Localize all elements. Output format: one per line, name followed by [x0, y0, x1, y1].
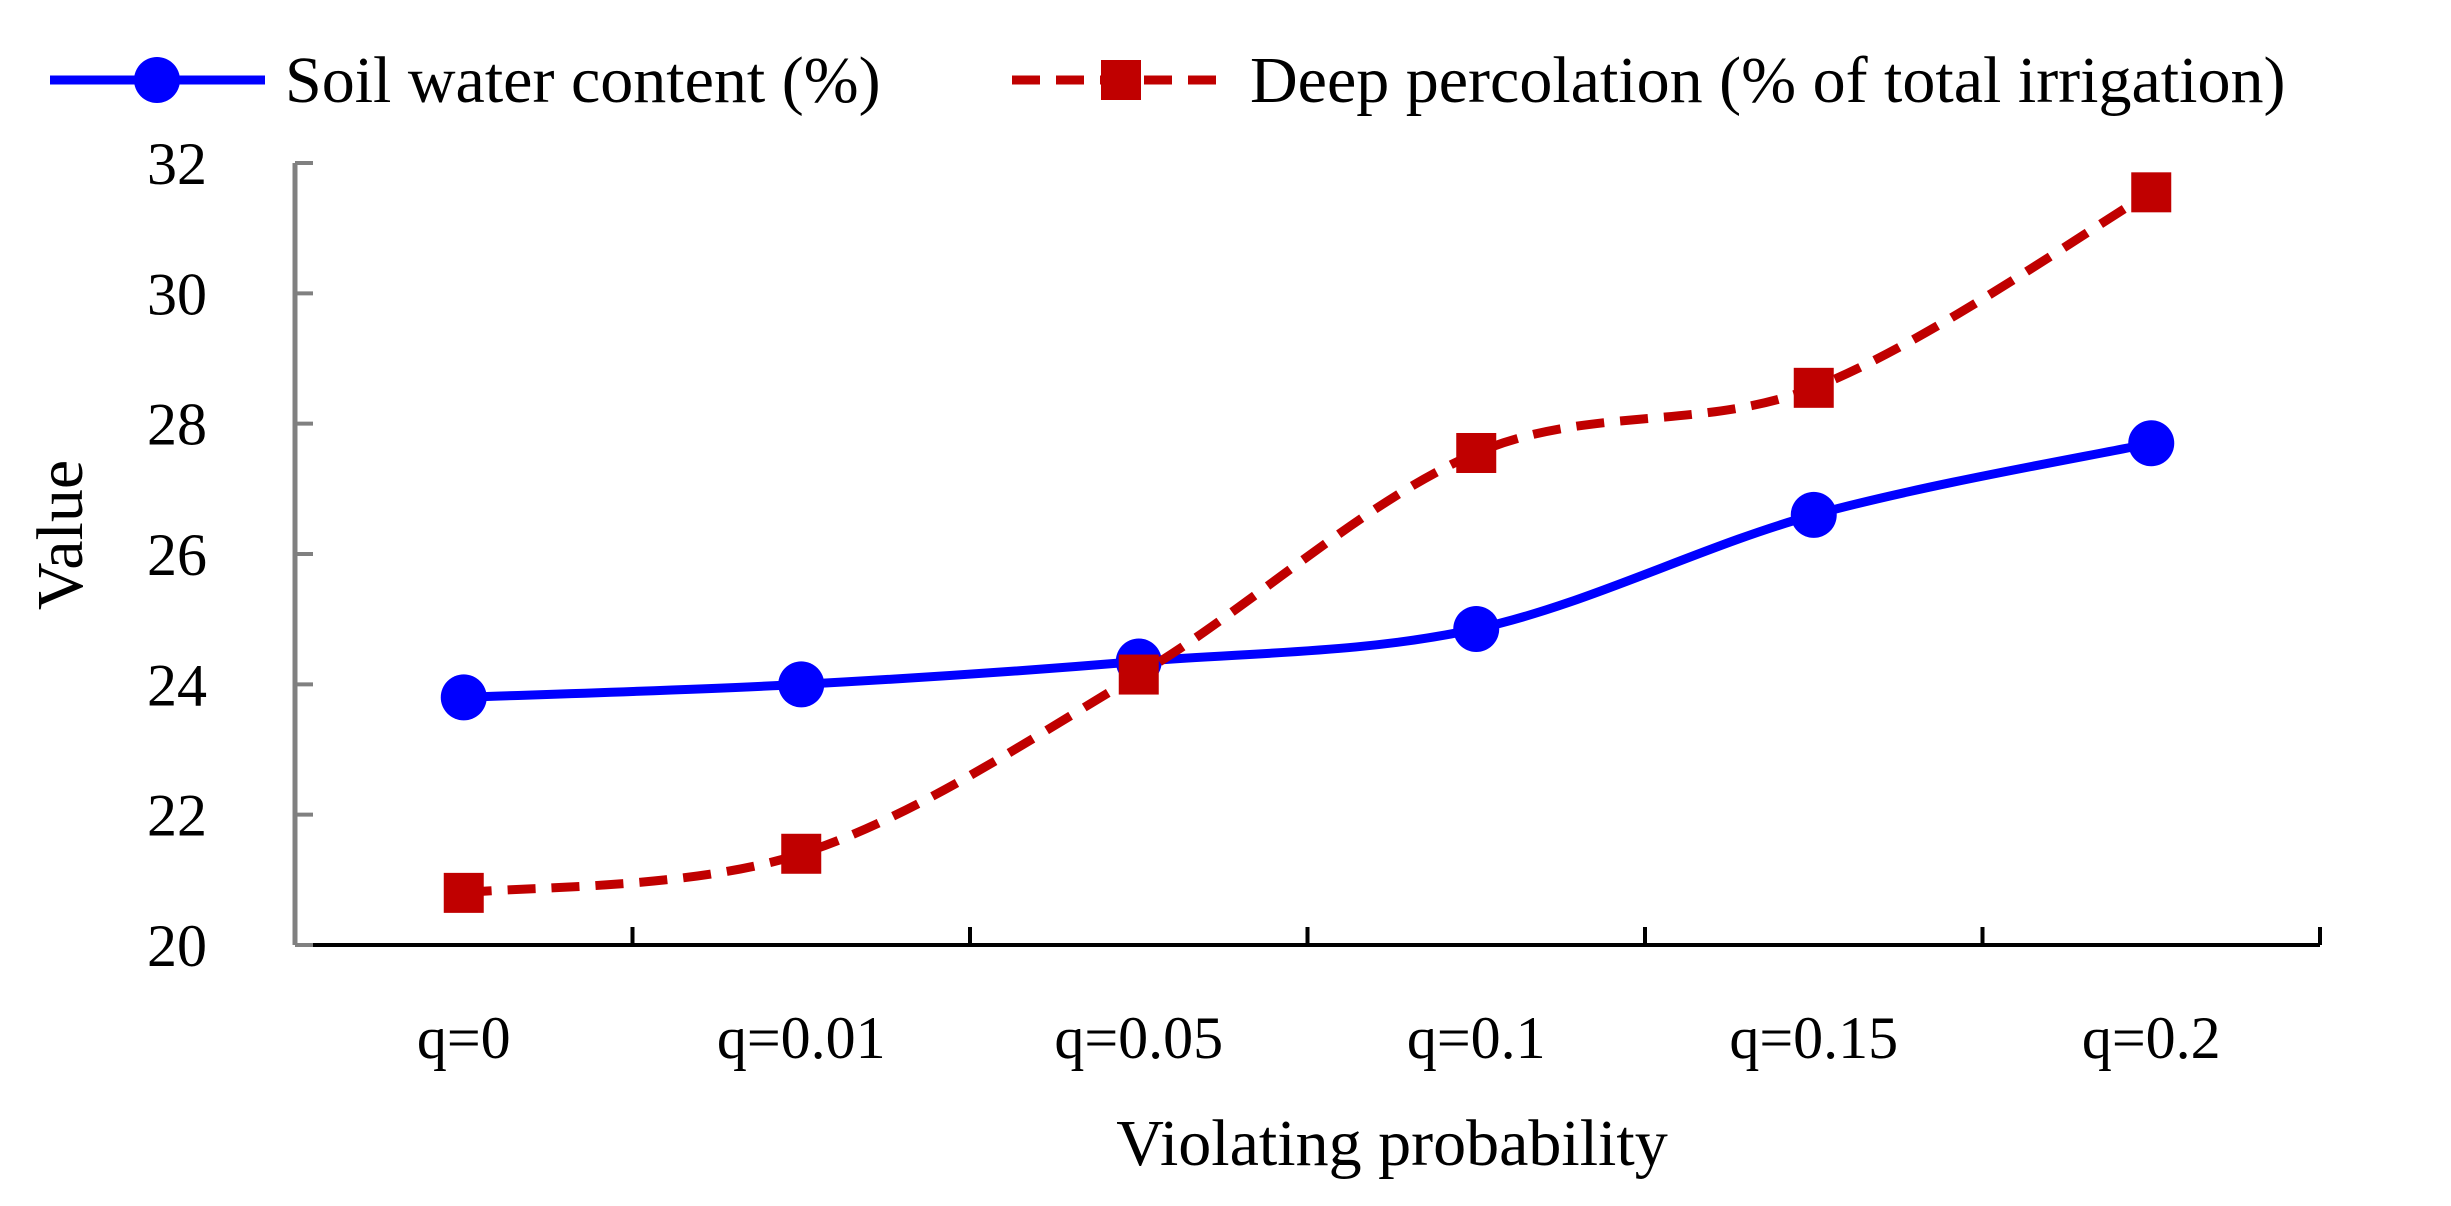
- data-point: [1456, 432, 1497, 473]
- data-point: [778, 661, 825, 708]
- x-tick-label: q=0.01: [717, 1005, 886, 1071]
- y-tick-label: 24: [147, 652, 207, 718]
- series-line: [463, 188, 2154, 898]
- series-1: [443, 172, 2172, 913]
- legend: Soil water content (%) Deep percolation …: [50, 44, 2285, 117]
- legend-label-deep-percolation: Deep percolation (% of total irrigation): [1250, 44, 2285, 117]
- y-tick-label: 20: [147, 913, 207, 979]
- y-tick-label: 28: [147, 392, 207, 458]
- y-tick-label: 26: [147, 522, 207, 588]
- data-point: [781, 833, 822, 874]
- legend-label-soil-water: Soil water content (%): [285, 44, 881, 117]
- data-point: [1118, 654, 1159, 695]
- data-point: [440, 674, 487, 721]
- x-tick-label: q=0: [417, 1005, 511, 1071]
- data-point: [1790, 491, 1837, 538]
- legend-marker-soil-water: [134, 57, 180, 103]
- x-tick-label: q=0.2: [2082, 1005, 2221, 1071]
- x-tick-label: q=0.15: [1729, 1005, 1898, 1071]
- series-layer: [440, 172, 2175, 913]
- series-line: [459, 438, 2156, 702]
- data-point: [2131, 172, 2172, 213]
- y-tick-label: 22: [147, 783, 207, 849]
- x-tick-label: q=0.05: [1054, 1005, 1223, 1071]
- series-0: [440, 420, 2175, 721]
- legend-marker-deep-percolation: [1101, 60, 1141, 100]
- y-axis-title: Value: [24, 460, 97, 610]
- data-point: [1453, 605, 1500, 652]
- x-ticks: q=0 q=0.01 q=0.05 q=0.1 q=0.15 q=0.2: [417, 927, 2322, 1071]
- data-point: [443, 872, 484, 913]
- y-tick-label: 32: [147, 131, 207, 197]
- data-point: [1793, 367, 1834, 408]
- data-point: [2128, 420, 2175, 467]
- y-tick-label: 30: [147, 261, 207, 327]
- x-tick-label: q=0.1: [1407, 1005, 1546, 1071]
- x-axis-title: Violating probability: [1116, 1107, 1667, 1180]
- y-ticks: 20 22 24 26 28 30 32: [147, 131, 313, 979]
